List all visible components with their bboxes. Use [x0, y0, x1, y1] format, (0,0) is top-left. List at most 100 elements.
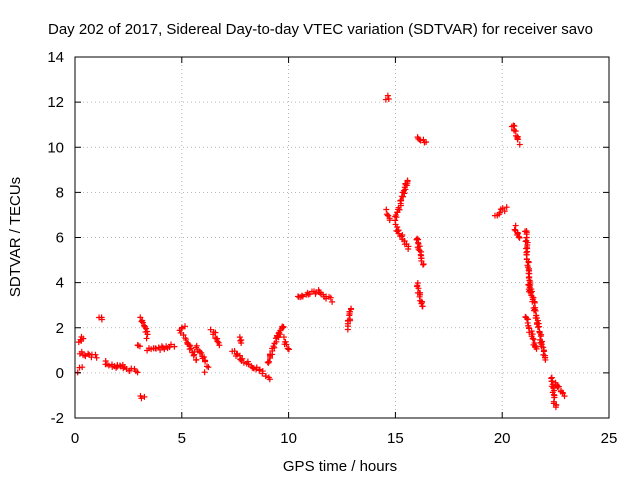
- data-point: [171, 343, 178, 350]
- data-point: [168, 341, 175, 348]
- data-point: [496, 209, 503, 216]
- x-tick-label: 10: [280, 430, 297, 447]
- data-point: [113, 364, 120, 371]
- data-point: [266, 376, 273, 383]
- data-point: [79, 364, 86, 371]
- x-tick-label: 20: [494, 430, 511, 447]
- data-point: [514, 230, 521, 237]
- data-point: [285, 346, 292, 353]
- data-point: [204, 363, 211, 370]
- data-point: [532, 307, 539, 314]
- data-point: [283, 341, 290, 348]
- data-point: [552, 404, 559, 411]
- data-point: [540, 344, 547, 351]
- y-tick-label: -2: [51, 410, 64, 427]
- data-point: [418, 300, 425, 307]
- data-point: [202, 358, 209, 365]
- data-point: [153, 345, 160, 352]
- data-point: [93, 354, 100, 361]
- data-point: [552, 379, 559, 386]
- y-tick-label: 10: [47, 139, 64, 156]
- data-point: [138, 318, 145, 325]
- data-point: [182, 323, 189, 330]
- data-points: [74, 92, 568, 411]
- data-point: [180, 332, 187, 339]
- data-point: [216, 342, 223, 349]
- data-point: [385, 95, 392, 102]
- data-point: [315, 287, 322, 294]
- data-point: [525, 259, 532, 266]
- data-point: [139, 319, 146, 326]
- data-point: [144, 331, 151, 338]
- data-point: [105, 362, 112, 369]
- data-point: [201, 369, 208, 376]
- data-point: [530, 336, 537, 343]
- data-point: [401, 187, 408, 194]
- data-point: [528, 288, 535, 295]
- data-point: [136, 343, 143, 350]
- data-point: [329, 298, 336, 305]
- y-tick-label: 12: [47, 94, 64, 111]
- data-point: [386, 217, 393, 224]
- data-point: [555, 383, 562, 390]
- data-point: [503, 204, 510, 211]
- data-point: [244, 358, 251, 365]
- data-point: [253, 364, 260, 371]
- data-point: [516, 141, 523, 148]
- data-point: [561, 393, 568, 400]
- x-tick-label: 5: [178, 430, 186, 447]
- data-point: [98, 316, 105, 323]
- data-point: [207, 326, 214, 333]
- data-point: [186, 346, 193, 353]
- data-point: [534, 324, 541, 331]
- data-point: [405, 245, 412, 252]
- data-point: [280, 323, 287, 330]
- data-point: [501, 208, 508, 215]
- x-axis-label: GPS time / hours: [283, 458, 397, 475]
- data-point: [346, 316, 353, 323]
- data-point: [298, 292, 305, 299]
- data-point: [417, 137, 424, 144]
- data-point: [419, 303, 426, 310]
- y-tick-label: 14: [47, 49, 64, 66]
- data-point: [193, 357, 200, 364]
- data-point: [262, 373, 269, 380]
- data-point: [214, 338, 221, 345]
- data-point: [285, 345, 292, 352]
- data-point: [383, 206, 390, 213]
- data-point: [239, 355, 246, 362]
- data-point: [533, 345, 540, 352]
- data-point: [205, 364, 212, 371]
- data-point: [141, 393, 148, 400]
- data-point: [187, 345, 194, 352]
- data-point: [85, 350, 92, 357]
- data-point: [193, 342, 200, 349]
- data-point: [280, 334, 287, 341]
- data-point: [542, 356, 549, 363]
- data-point: [531, 306, 538, 313]
- data-point: [137, 314, 144, 321]
- data-point: [384, 92, 391, 99]
- data-point: [420, 261, 427, 268]
- data-point: [201, 354, 208, 361]
- y-axis-label: SDTVAR / TECUs: [7, 177, 24, 297]
- y-tick-label: 4: [56, 275, 64, 292]
- data-point: [80, 335, 87, 342]
- data-point: [327, 294, 334, 301]
- data-point: [382, 96, 389, 103]
- data-point: [414, 235, 421, 242]
- y-tick-label: 6: [56, 230, 64, 247]
- y-tick-label: 8: [56, 184, 64, 201]
- data-point: [212, 329, 219, 336]
- data-point: [404, 177, 411, 184]
- data-point: [423, 138, 430, 145]
- data-point: [256, 367, 263, 374]
- data-point: [77, 336, 84, 343]
- data-point: [348, 305, 355, 312]
- data-point: [548, 378, 555, 385]
- data-point: [134, 369, 141, 376]
- data-point: [183, 336, 190, 343]
- data-point: [178, 324, 185, 331]
- data-point: [299, 293, 306, 300]
- data-point: [116, 362, 123, 369]
